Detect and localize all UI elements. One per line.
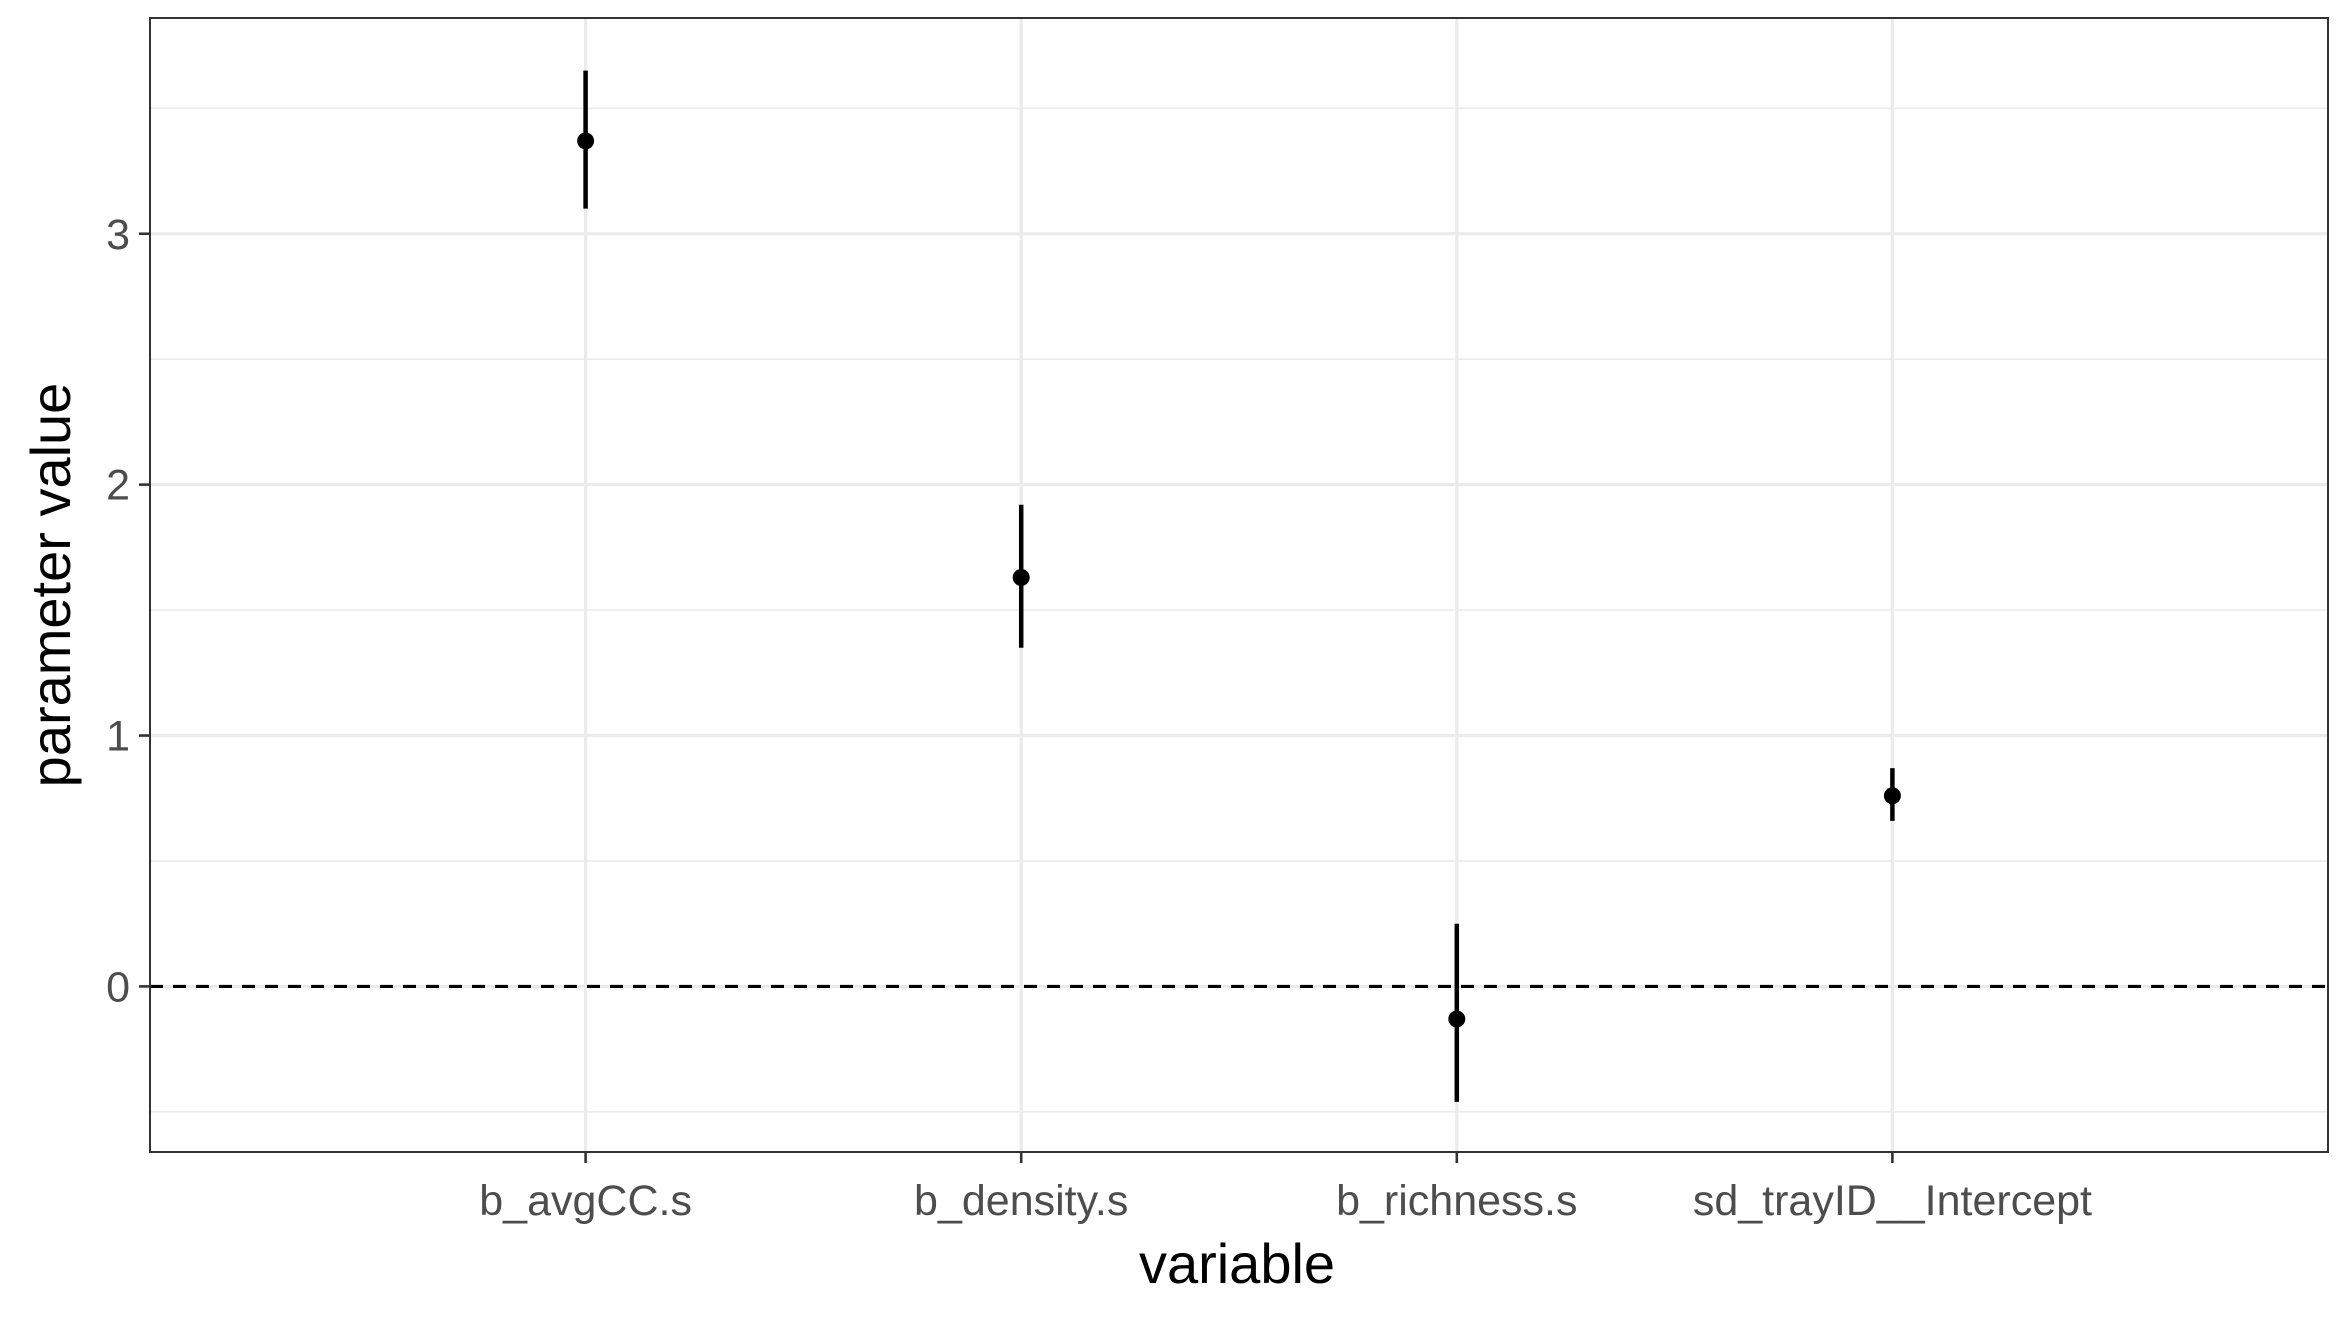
x-tick-label: sd_trayID__Intercept xyxy=(1693,1177,2092,1225)
x-tick-labels: b_avgCC.s b_density.s b_richness.s sd_trayI… xyxy=(479,1177,2092,1225)
point-ranges xyxy=(577,70,1901,1102)
estimate-point xyxy=(1448,1010,1466,1028)
y-tick-label: 0 xyxy=(106,963,130,1011)
x-tick-label: b_density.s xyxy=(914,1177,1128,1225)
panel-border xyxy=(149,17,2329,1153)
estimate-point xyxy=(577,132,595,150)
y-axis-title: parameter value xyxy=(19,383,82,788)
x-axis-title: variable xyxy=(1139,1232,1335,1295)
minor-gridlines xyxy=(150,107,2328,1113)
y-tick-label: 1 xyxy=(106,713,130,761)
estimate-point xyxy=(1012,568,1030,586)
x-tick-label: b_avgCC.s xyxy=(479,1177,692,1225)
estimate-point xyxy=(1883,787,1901,805)
y-tick-label: 3 xyxy=(106,211,130,259)
y-tick-labels: 0 1 2 3 xyxy=(106,211,130,1012)
major-gridlines xyxy=(150,18,2328,1152)
axis-ticks xyxy=(139,232,1894,1163)
x-tick-label: b_richness.s xyxy=(1336,1177,1577,1225)
y-tick-label: 2 xyxy=(106,462,130,510)
